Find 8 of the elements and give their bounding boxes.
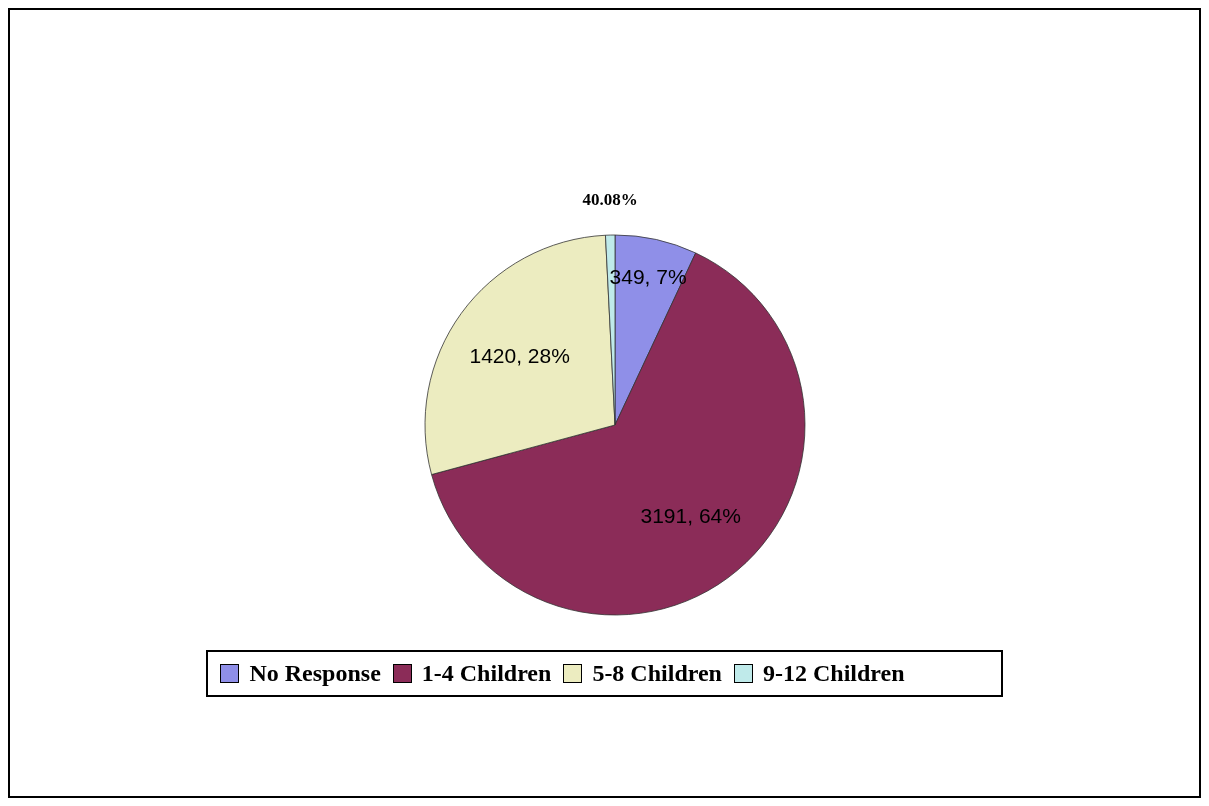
legend-label: 5-8 Children: [592, 660, 722, 687]
legend-label: No Response: [249, 660, 381, 687]
data-label: 349, 7%: [609, 265, 687, 289]
text: 40.08%: [582, 190, 638, 209]
data-label: 3191, 64%: [640, 503, 741, 527]
legend-label: 1-4 Children: [421, 660, 552, 687]
legend-label: 9-12 Children: [762, 660, 905, 687]
data-label: 1420, 28%: [469, 344, 570, 368]
